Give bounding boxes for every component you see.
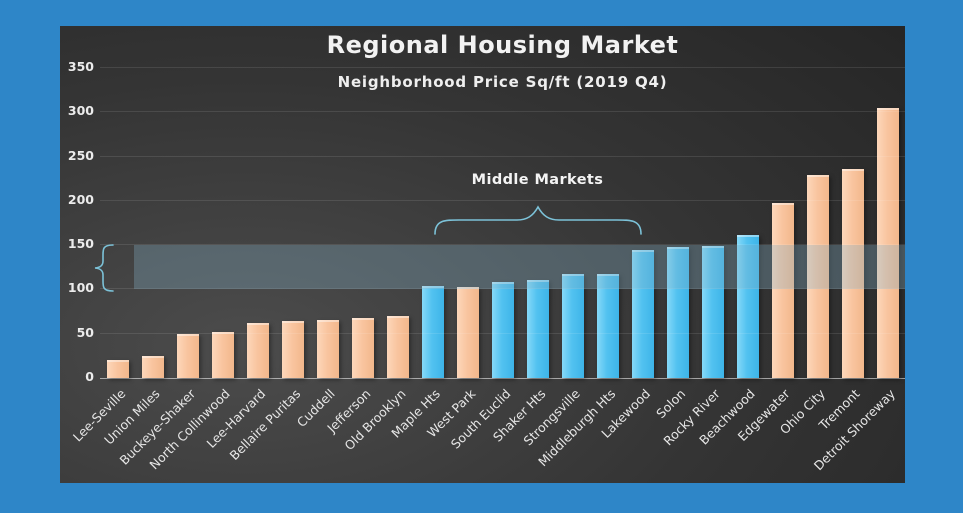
bar-slot-tremont bbox=[835, 68, 870, 378]
plot-area: Middle Markets bbox=[94, 67, 905, 379]
y-tick-label-350: 350 bbox=[67, 59, 94, 74]
bar-south-euclid bbox=[491, 282, 514, 378]
bar-slot-old-brooklyn bbox=[380, 68, 415, 378]
bar-slot-rocky-river bbox=[695, 68, 730, 378]
bar-maple-hts bbox=[421, 285, 444, 378]
bar-slot-middleburgh-hts bbox=[590, 68, 625, 378]
bar-cuddell bbox=[316, 319, 339, 378]
bar-slot-strongsville bbox=[555, 68, 590, 378]
bar-slot-north-collinwood bbox=[205, 68, 240, 378]
y-tick-label-150: 150 bbox=[67, 236, 94, 252]
bar-lakewood bbox=[631, 249, 654, 378]
y-tick-label-300: 300 bbox=[67, 103, 94, 119]
chart-subtitle: Neighborhood Price Sq/ft (2019 Q4) bbox=[337, 73, 668, 91]
bar-slot-lee-harvard bbox=[240, 68, 275, 378]
y-band-brace-icon bbox=[94, 244, 114, 292]
bar-detroit-shoreway bbox=[876, 107, 899, 378]
chart-panel: Regional Housing Market Neighborhood Pri… bbox=[60, 26, 905, 483]
bar-slot-shaker-hts bbox=[520, 68, 555, 378]
bar-slot-lakewood bbox=[625, 68, 660, 378]
middle-markets-brace-icon bbox=[433, 205, 642, 235]
bar-tremont bbox=[841, 168, 864, 378]
bar-solon bbox=[666, 246, 689, 378]
bar-slot-edgewater bbox=[765, 68, 800, 378]
bar-edgewater bbox=[771, 202, 794, 378]
bar-slot-buckeye-shaker bbox=[170, 68, 205, 378]
bar-lee-harvard bbox=[246, 323, 269, 378]
x-axis-labels: Lee-Seville Union Miles Buckeye-Shaker Nort… bbox=[70, 380, 905, 480]
bar-buckeye-shaker bbox=[176, 333, 199, 378]
bar-slot-bellaire-puritas bbox=[275, 68, 310, 378]
x-label-slot-detroit-shoreway: Detroit Shoreway bbox=[811, 380, 905, 480]
bar-strongsville bbox=[561, 274, 584, 378]
y-axis: 0 50 100 150 200 250 300 350 bbox=[62, 59, 94, 384]
bar-beachwood bbox=[736, 234, 759, 378]
y-tick-label-100: 100 bbox=[67, 280, 94, 296]
y-tick-label-0: 0 bbox=[85, 369, 94, 384]
bar-union-miles bbox=[141, 355, 164, 378]
bar-slot-union-miles bbox=[135, 68, 170, 378]
bar-old-brooklyn bbox=[386, 316, 409, 378]
bar-series bbox=[100, 68, 905, 378]
bar-ohio-city bbox=[806, 175, 829, 378]
middle-markets-label: Middle Markets bbox=[471, 172, 604, 188]
bar-slot-beachwood bbox=[730, 68, 765, 378]
bar-lee-seville bbox=[106, 360, 129, 378]
x-label-slot-bellaire-puritas: Bellaire Puritas bbox=[226, 380, 310, 480]
bar-slot-detroit-shoreway bbox=[870, 68, 905, 378]
y-tick-label-250: 250 bbox=[67, 147, 94, 163]
bar-slot-solon bbox=[660, 68, 695, 378]
bar-slot-south-euclid bbox=[485, 68, 520, 378]
bar-slot-jefferson bbox=[345, 68, 380, 378]
bar-bellaire-puritas bbox=[281, 321, 304, 378]
bar-slot-maple-hts bbox=[415, 68, 450, 378]
bar-middleburgh-hts bbox=[596, 274, 619, 378]
bar-north-collinwood bbox=[211, 331, 234, 378]
chart-header: Regional Housing Market Neighborhood Pri… bbox=[100, 30, 905, 91]
bar-slot-ohio-city bbox=[800, 68, 835, 378]
y-tick-label-50: 50 bbox=[76, 324, 94, 340]
y-tick-label-200: 200 bbox=[67, 191, 94, 207]
bar-jefferson bbox=[351, 317, 374, 378]
bar-slot-lee-seville bbox=[100, 68, 135, 378]
bar-slot-west-park bbox=[450, 68, 485, 378]
bar-slot-cuddell bbox=[310, 68, 345, 378]
bar-shaker-hts bbox=[526, 279, 549, 378]
bar-west-park bbox=[456, 286, 479, 378]
x-label-slot-lakewood: Lakewood bbox=[598, 380, 660, 480]
chart-title: Regional Housing Market bbox=[326, 31, 679, 59]
bar-rocky-river bbox=[701, 246, 724, 378]
